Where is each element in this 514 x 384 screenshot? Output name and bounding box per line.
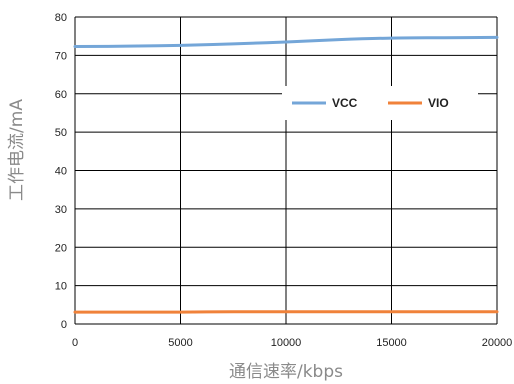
tick-labels: 0 10 20 30 40 50 60 70 80 0 5000 10000 15000 20000 <box>55 12 513 349</box>
series-lines <box>73 35 499 314</box>
y-tick-label: 50 <box>55 127 67 139</box>
x-tick-label: 0 <box>72 337 78 349</box>
y-tick-label: 10 <box>55 281 67 293</box>
x-tick-label: 20000 <box>482 337 513 349</box>
y-axis-title: 工作电流/mA <box>7 99 27 201</box>
x-axis-title: 通信速率/kbps <box>229 362 343 382</box>
series-line-vcc <box>73 35 499 49</box>
x-tick-label: 5000 <box>168 337 192 349</box>
y-tick-label: 60 <box>55 89 67 101</box>
x-tick-label: 10000 <box>271 337 302 349</box>
y-tick-label: 0 <box>61 319 67 331</box>
y-tick-label: 70 <box>55 50 67 62</box>
y-tick-label: 40 <box>55 166 67 178</box>
legend-label-vio: VIO <box>428 96 449 110</box>
y-tick-label: 20 <box>55 242 67 254</box>
gridlines <box>74 16 498 325</box>
legend-label-vcc: VCC <box>332 96 358 110</box>
legend: VCC VIO <box>282 86 478 120</box>
x-tick-label: 15000 <box>376 337 407 349</box>
y-tick-label: 30 <box>55 204 67 216</box>
y-tick-label: 80 <box>55 12 67 24</box>
